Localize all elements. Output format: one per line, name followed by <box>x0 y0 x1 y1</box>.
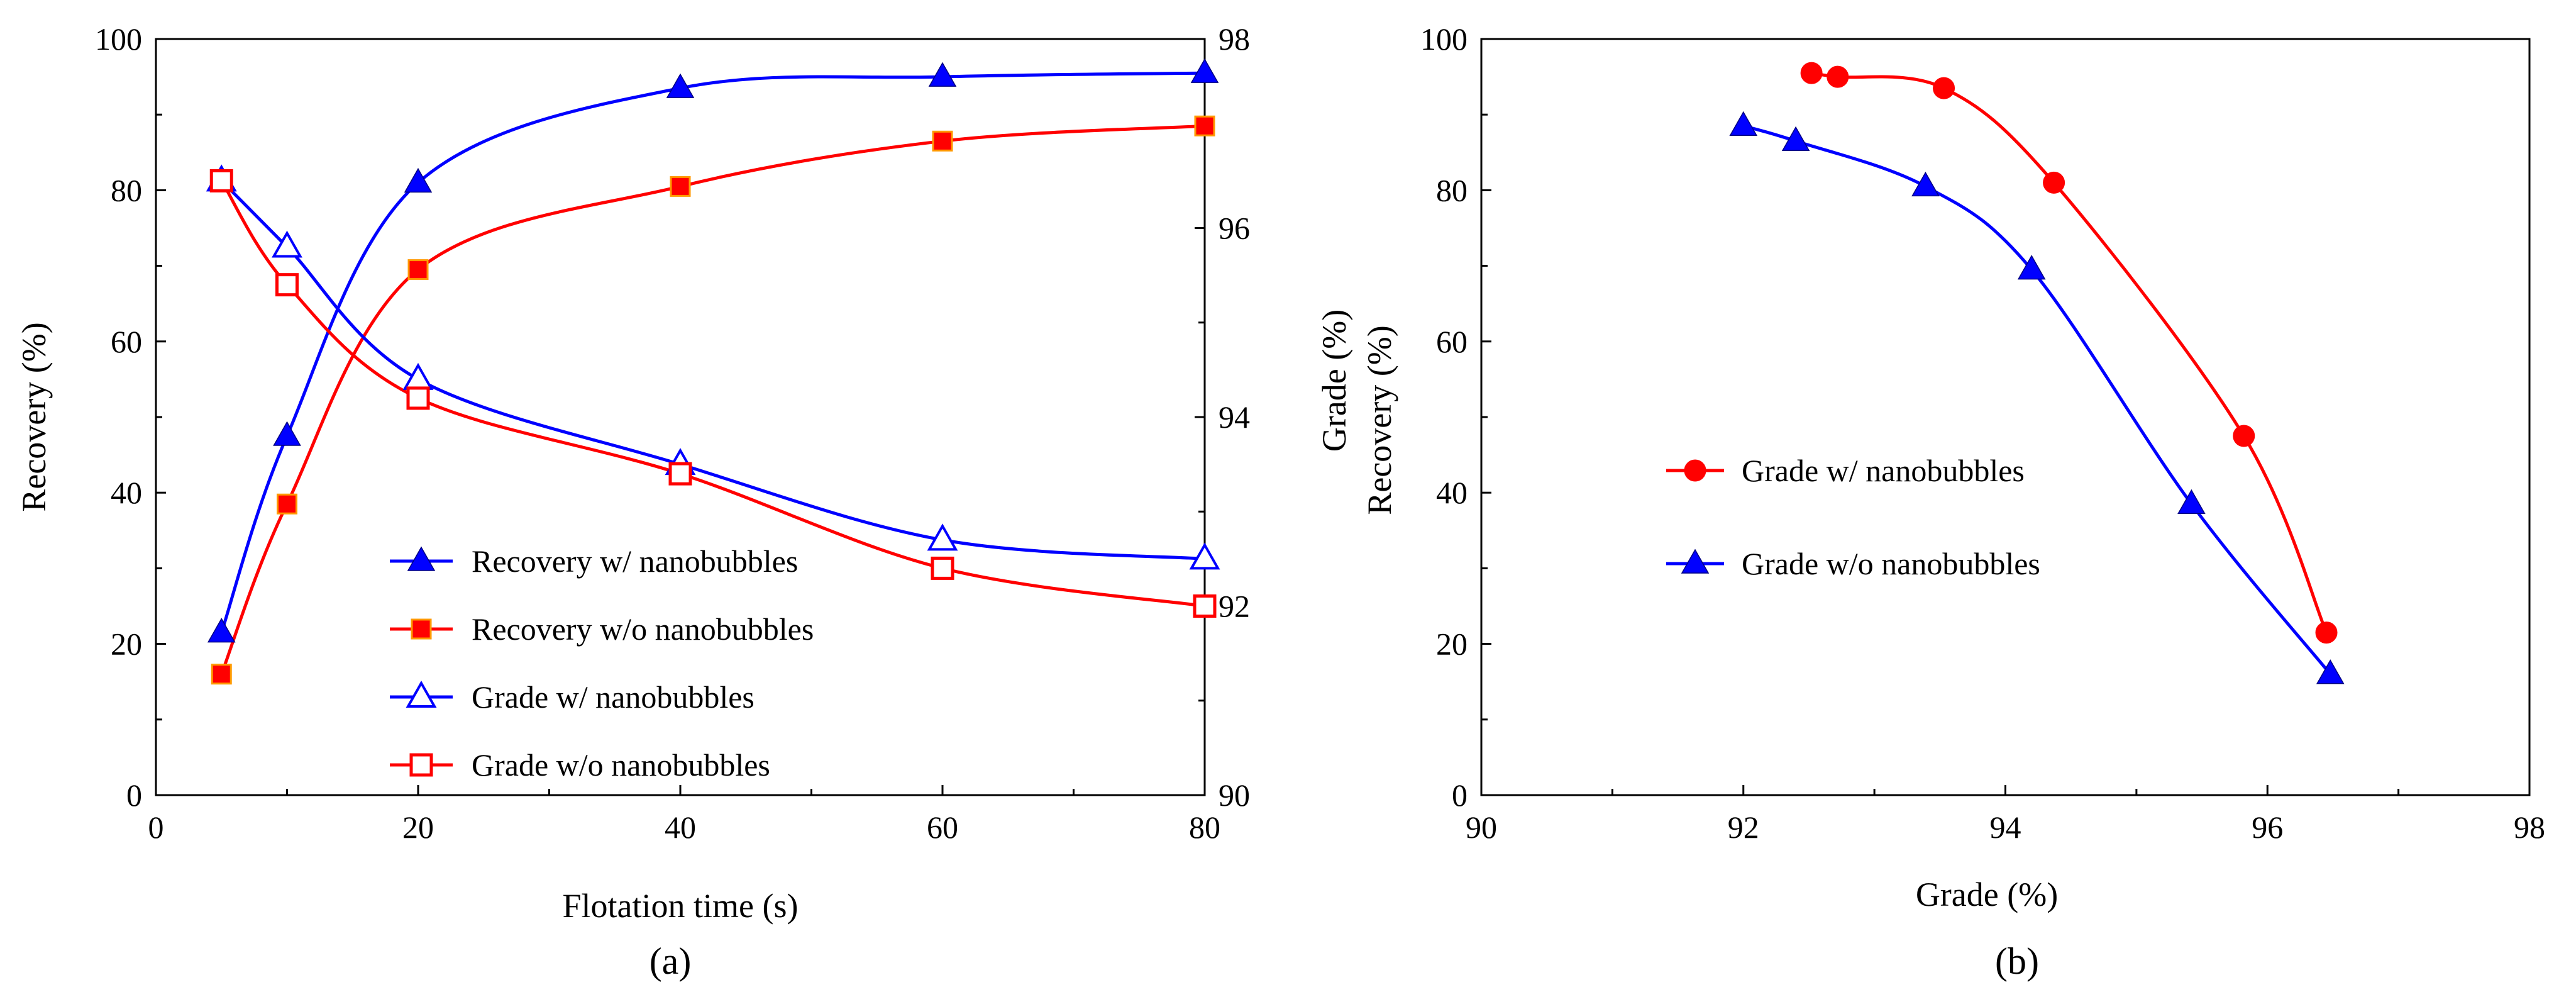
chart-b-x-tick-label: 98 <box>2514 810 2545 845</box>
data-point-b-grade-w-o-nanobubbles <box>1911 171 1940 197</box>
chart-b-markers <box>1729 62 2345 684</box>
chart-b-x-tick-label: 96 <box>2252 810 2283 845</box>
data-point-b-grade-w-nanobubbles <box>1827 65 1849 88</box>
chart-a-x-tick-label: 0 <box>148 810 164 845</box>
data-point-b-grade-w-nanobubbles <box>2315 621 2338 644</box>
data-point-grade-w-o-nanobubbles <box>275 273 299 297</box>
chart-a-x-axis-label: Flotation time (s) <box>563 887 799 925</box>
legend-b-marker-grade-w-nanobubbles <box>1684 459 1706 482</box>
chart-b-y-tick-label: 100 <box>1420 21 1468 57</box>
data-point-recovery-w-nanobubbles <box>1190 58 1219 83</box>
data-point-grade-w-o-nanobubbles <box>931 556 954 580</box>
chart-b: 90 92 94 96 98 0 20 40 60 80 100 Grade (%) Recover… <box>1361 21 2545 982</box>
chart-a-y2-axis-label: Grade (%) <box>1315 309 1353 452</box>
data-point-recovery-w-o-nanobubbles <box>407 259 429 281</box>
legend-label-recovery-w-o-nanobubbles: Recovery w/o nanobubbles <box>472 611 814 647</box>
legend-marker-grade-w-nanobubbles <box>406 680 437 708</box>
chart-b-plot-frame <box>1480 38 2531 796</box>
data-point-b-grade-w-o-nanobubbles <box>2177 489 2206 514</box>
data-point-grade-w-nanobubbles <box>272 230 302 258</box>
data-point-b-grade-w-o-nanobubbles <box>2017 255 2046 280</box>
data-point-b-grade-w-o-nanobubbles <box>2316 659 2345 684</box>
data-point-grade-w-o-nanobubbles <box>406 386 430 410</box>
data-point-b-grade-w-o-nanobubbles <box>1781 126 1810 152</box>
chart-b-x-tick-label: 94 <box>1990 810 2021 845</box>
data-point-grade-w-nanobubbles <box>927 523 958 551</box>
data-point-grade-w-o-nanobubbles <box>668 462 692 486</box>
chart-b-lines <box>1743 71 2332 676</box>
chart-b-x-axis-label: Grade (%) <box>1916 876 2058 913</box>
data-point-recovery-w-nanobubbles <box>404 167 433 193</box>
chart-b-panel-label: (b) <box>1995 940 2039 982</box>
chart-a-y-tick-label: 100 <box>95 21 142 57</box>
data-point-grade-w-o-nanobubbles <box>1193 594 1217 618</box>
data-point-recovery-w-o-nanobubbles <box>670 176 691 197</box>
data-point-recovery-w-nanobubbles <box>666 73 695 98</box>
chart-a-x-tick-label: 40 <box>665 810 696 845</box>
chart-a-x-tick-label: 80 <box>1189 810 1220 845</box>
data-point-grade-w-o-nanobubbles <box>209 169 233 192</box>
chart-a-x-tick-label: 60 <box>927 810 958 845</box>
chart-a-y-tick-label: 0 <box>126 777 142 813</box>
data-point-grade-w-nanobubbles <box>1189 542 1220 570</box>
legend-label-grade-w-o-nanobubbles: Grade w/o nanobubbles <box>472 747 770 783</box>
chart-a-y-tick-label: 60 <box>111 324 142 359</box>
chart-b-y-tick-label: 0 <box>1452 777 1468 813</box>
data-point-recovery-w-nanobubbles <box>207 618 236 643</box>
chart-b-y-tick-label: 60 <box>1436 324 1468 359</box>
chart-a-x-tick-label: 20 <box>402 810 434 845</box>
chart-a-ticks: 0 20 40 60 80 0 20 40 60 80 100 90 92 94 96 98 <box>95 21 1250 845</box>
data-point-b-grade-w-nanobubbles <box>2233 425 2255 447</box>
chart-a-y2-tick-label: 90 <box>1219 777 1250 813</box>
chart-a-y-axis-label: Recovery (%) <box>15 322 53 511</box>
data-point-b-grade-w-nanobubbles <box>1933 77 1955 99</box>
chart-b-legend: Grade w/ nanobubbles Grade w/o nanobubble… <box>1666 453 2040 581</box>
chart-a-y2-tick-label: 96 <box>1219 211 1250 246</box>
data-point-recovery-w-nanobubbles <box>273 421 301 446</box>
data-point-b-grade-w-nanobubbles <box>2043 171 2065 194</box>
legend-b-marker-grade-w-o-nanobubbles <box>1681 549 1710 574</box>
legend-b-label-grade-w-o-nanobubbles: Grade w/o nanobubbles <box>1742 546 2040 581</box>
legend-label-grade-w-nanobubbles: Grade w/ nanobubbles <box>472 679 755 715</box>
chart-b-y-tick-label: 40 <box>1436 475 1468 510</box>
data-point-recovery-w-o-nanobubbles <box>932 130 953 152</box>
chart-b-y-axis-label: Recovery (%) <box>1361 325 1398 515</box>
chart-a-legend: Recovery w/ nanobubbles Recovery w/o nano… <box>390 543 814 783</box>
chart-b-y-tick-label: 80 <box>1436 172 1468 208</box>
chart-a-y-tick-label: 40 <box>111 475 142 510</box>
data-point-b-grade-w-o-nanobubbles <box>1729 111 1758 136</box>
series-line-recovery-w-nanobubbles <box>219 71 1205 633</box>
legend-marker-recovery-w-nanobubbles <box>407 546 436 571</box>
chart-b-x-tick-label: 92 <box>1728 810 1759 845</box>
series-line-recovery-w-o-nanobubbles <box>219 124 1205 675</box>
data-point-recovery-w-o-nanobubbles <box>211 664 232 685</box>
data-point-recovery-w-nanobubbles <box>928 62 957 87</box>
chart-a-lines <box>219 71 1205 675</box>
chart-a-panel-label: (a) <box>650 940 692 982</box>
chart-b-x-tick-label: 90 <box>1466 810 1497 845</box>
chart-a-y2-tick-label: 94 <box>1219 399 1250 435</box>
data-point-grade-w-nanobubbles <box>402 362 434 390</box>
chart-a: 0 20 40 60 80 0 20 40 60 80 100 90 92 94 96 98 Flotatio… <box>15 21 1353 982</box>
legend-b-label-grade-w-nanobubbles: Grade w/ nanobubbles <box>1742 453 2025 488</box>
series-line-b-grade-w-o-nanobubbles <box>1743 124 2332 676</box>
data-point-b-grade-w-nanobubbles <box>1800 62 1823 84</box>
chart-b-ticks: 90 92 94 96 98 0 20 40 60 80 100 <box>1420 21 2545 845</box>
chart-a-markers <box>206 58 1220 685</box>
chart-a-y2-tick-label: 98 <box>1219 21 1250 57</box>
legend-marker-recovery-w-o-nanobubbles <box>411 618 432 640</box>
data-point-recovery-w-o-nanobubbles <box>277 493 297 515</box>
chart-a-y-tick-label: 80 <box>111 172 142 208</box>
legend-label-recovery-w-nanobubbles: Recovery w/ nanobubbles <box>472 543 798 579</box>
chart-a-y-tick-label: 20 <box>111 627 142 662</box>
chart-b-y-tick-label: 20 <box>1436 627 1468 662</box>
legend-marker-grade-w-o-nanobubbles <box>409 753 433 777</box>
chart-a-y2-tick-label: 92 <box>1219 589 1250 624</box>
data-point-recovery-w-o-nanobubbles <box>1194 115 1215 137</box>
